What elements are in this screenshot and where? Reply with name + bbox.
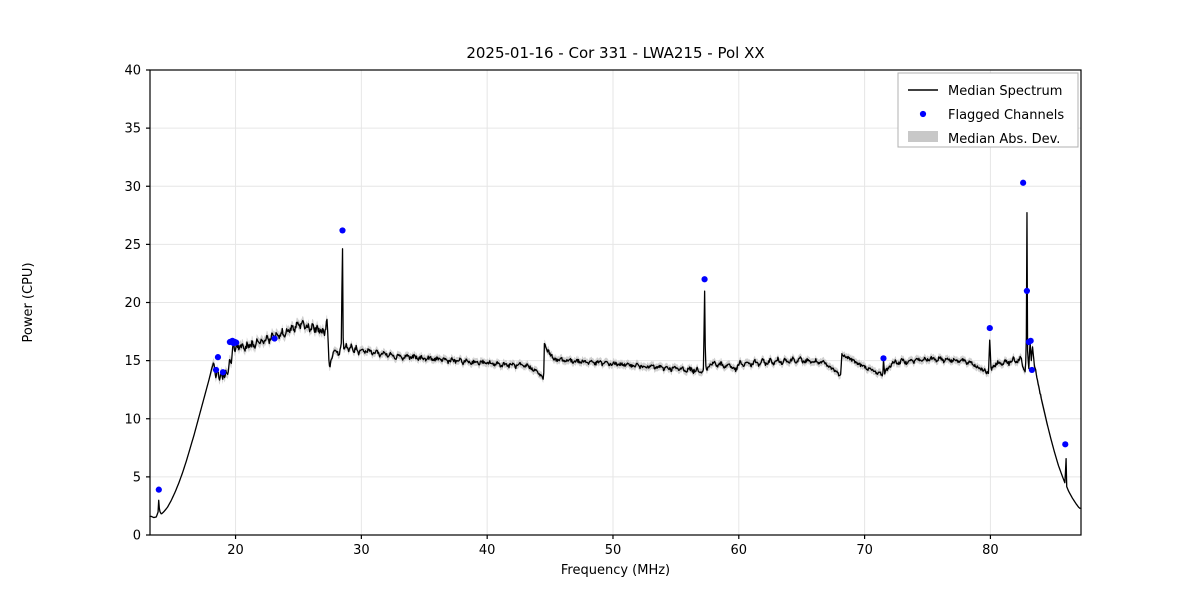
legend-dot-icon — [919, 110, 927, 118]
legend-band-icon — [908, 131, 938, 142]
median-spectrum-line — [149, 212, 1082, 519]
y-tick-label: 0 — [133, 529, 141, 544]
flagged-channel-point[interactable] — [1062, 441, 1069, 448]
flagged-channel-point[interactable] — [212, 366, 220, 374]
flagged-channel-point[interactable] — [1020, 179, 1027, 186]
median-spectrum-path — [149, 212, 1082, 519]
flagged-channel-point[interactable] — [1027, 337, 1034, 344]
y-tick-label: 35 — [124, 122, 141, 137]
flagged-channels-markers[interactable] — [155, 179, 1069, 493]
flagged-channel-point[interactable] — [1023, 287, 1030, 294]
y-tick-label: 40 — [124, 64, 141, 79]
y-axis-label: Power (CPU) — [21, 262, 36, 342]
flagged-channel-point[interactable] — [986, 324, 993, 332]
x-axis-label: Frequency (MHz) — [561, 563, 670, 578]
x-tick-label: 80 — [982, 543, 999, 558]
x-tick-label: 50 — [605, 543, 622, 558]
x-tick-label: 40 — [479, 543, 496, 558]
flagged-channel-point[interactable] — [233, 339, 240, 346]
flagged-channel-point[interactable] — [214, 354, 222, 361]
y-tick-label: 15 — [124, 354, 141, 369]
legend-label-median-spectrum: Median Spectrum — [948, 84, 1062, 99]
x-axis-ticks: 20 30 40 50 60 70 80 — [227, 535, 999, 558]
y-tick-label: 20 — [124, 296, 141, 311]
flagged-channel-point[interactable] — [339, 227, 346, 234]
y-tick-label: 5 — [133, 470, 141, 485]
flagged-channel-point[interactable] — [1028, 366, 1036, 374]
x-tick-label: 70 — [856, 543, 873, 558]
plot-title: 2025-01-16 - Cor 331 - LWA215 - Pol XX — [466, 44, 764, 62]
flagged-channel-point[interactable] — [155, 486, 162, 493]
legend-label-median-abs-dev: Median Abs. Dev. — [948, 132, 1060, 147]
flagged-channel-point[interactable] — [219, 369, 227, 376]
x-tick-label: 30 — [353, 543, 370, 558]
x-tick-label: 20 — [227, 543, 244, 558]
legend-label-flagged-channels: Flagged Channels — [948, 108, 1064, 123]
plot-legend[interactable]: Median Spectrum Flagged Channels Median … — [897, 72, 1079, 148]
x-tick-label: 60 — [731, 543, 748, 558]
y-tick-label: 25 — [124, 238, 141, 253]
y-tick-label: 10 — [124, 412, 141, 427]
y-axis-ticks: 0 5 10 15 20 25 30 35 40 — [124, 64, 150, 544]
flagged-channel-point[interactable] — [880, 355, 887, 362]
y-tick-label: 30 — [124, 180, 141, 195]
flagged-channel-point[interactable] — [701, 276, 708, 283]
flagged-channel-point[interactable] — [271, 335, 278, 342]
